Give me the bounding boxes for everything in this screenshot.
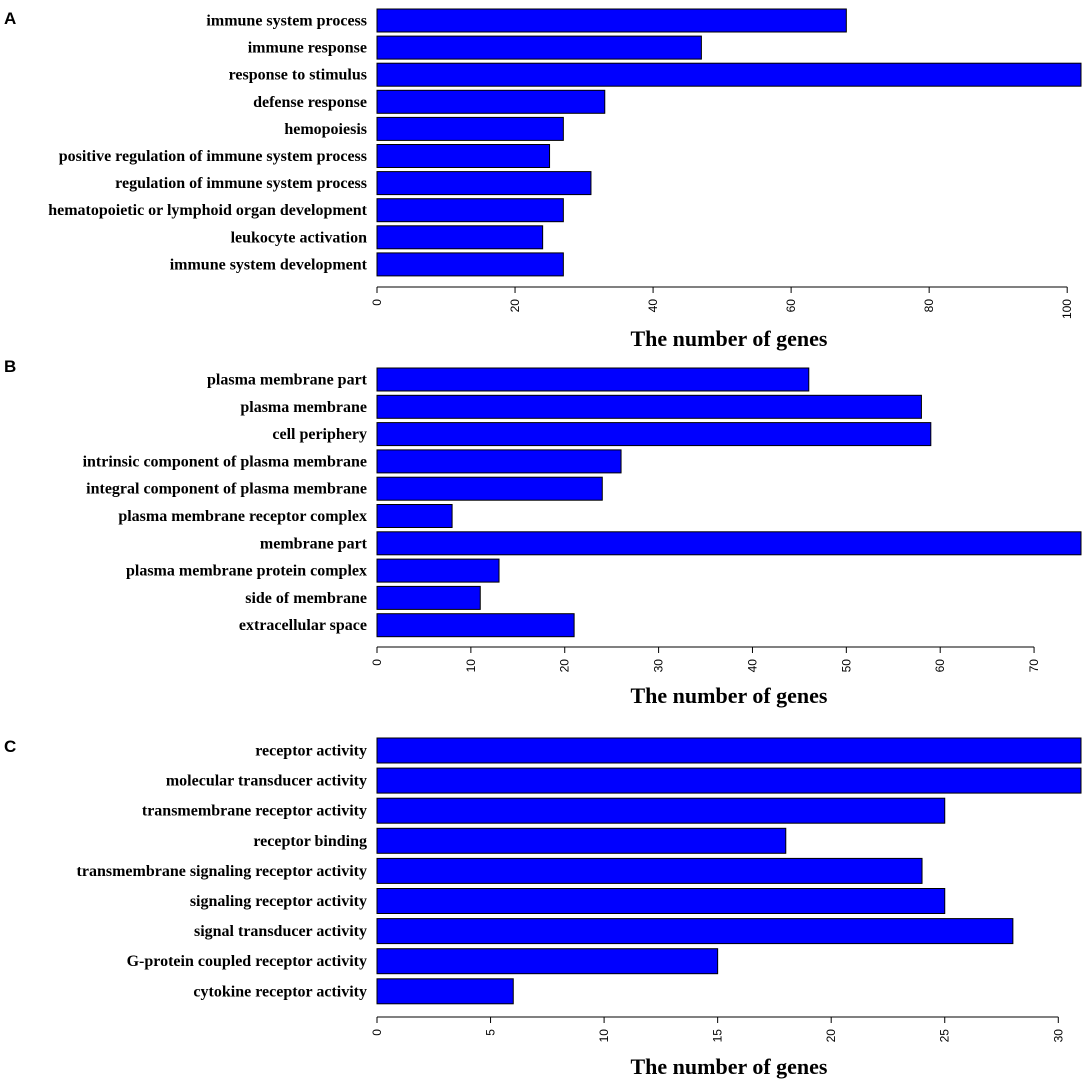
panel-c-category-label-9: cytokine receptor activity (193, 983, 367, 1000)
panel-b-x-tick-label-7: 60 (933, 659, 947, 673)
panel-b-bar-2 (376, 394, 922, 419)
panel-b-category-label-2: plasma membrane (240, 399, 367, 416)
panel-c-category-label-4: receptor binding (253, 833, 367, 850)
panel-a-bar-2 (376, 35, 702, 60)
panel-a-bar-5 (376, 116, 564, 141)
panel-c-bar-3 (376, 797, 946, 824)
panel-b-bar-10 (376, 613, 575, 638)
panel-a-category-label-6: positive regulation of immune system pro… (59, 148, 367, 165)
panel-b-bar-8 (376, 558, 500, 583)
panel-b-letter: B (4, 357, 16, 376)
panel-b-bar-3 (376, 422, 932, 447)
panel-a-category-label-4: defense response (253, 94, 367, 111)
panel-c-x-tick-label-1: 0 (370, 1029, 384, 1036)
panel-a-x-tick-label-3: 40 (646, 299, 660, 313)
panel-c-letter: C (4, 737, 16, 756)
panel-b-bar-1 (376, 367, 810, 392)
panel-c-x-tick-label-6: 25 (938, 1029, 952, 1043)
panel-b-category-label-8: plasma membrane protein complex (126, 563, 367, 580)
panel-a-letter: A (4, 9, 16, 28)
panel-a-x-tick-label-6: 100 (1060, 299, 1074, 319)
panel-c-bar-2 (376, 767, 1082, 794)
panel-c-category-label-8: G-protein coupled receptor activity (127, 953, 367, 970)
panel-c-bar-7 (376, 918, 1014, 945)
panel-c-bar-6 (376, 888, 946, 914)
panel-c-x-tick-label-2: 5 (484, 1029, 498, 1036)
panel-b-x-tick-label-5: 40 (745, 659, 759, 673)
panel-b-category-label-3: cell periphery (272, 426, 367, 443)
panel-a-x-tick-label-1: 0 (370, 299, 384, 306)
panel-a-category-label-7: regulation of immune system process (115, 175, 367, 192)
panel-b-bar-7 (376, 531, 1082, 556)
panel-a-x-tick-label-5: 80 (922, 299, 936, 313)
panel-b-x-tick-label-6: 50 (839, 659, 853, 673)
panel-b-x-tick-label-1: 0 (370, 659, 384, 666)
panel-c-category-label-2: molecular transducer activity (166, 773, 367, 790)
panel-c-category-label-1: receptor activity (255, 743, 367, 760)
panel-b-category-label-1: plasma membrane part (207, 372, 368, 389)
panel-c-category-label-5: transmembrane signaling receptor activit… (77, 863, 367, 880)
panel-b-x-tick-label-8: 70 (1027, 659, 1041, 673)
panel-b-bar-4 (376, 449, 622, 474)
panel-a-category-label-2: immune response (248, 40, 367, 57)
panel-b-bar-5 (376, 476, 603, 501)
panel-b-x-tick-label-3: 20 (558, 659, 572, 673)
panel-a-category-label-9: leukocyte activation (231, 229, 368, 246)
panel-b-category-label-6: plasma membrane receptor complex (118, 508, 367, 525)
panel-b-x-tick-label-2: 10 (464, 659, 478, 673)
panel-a-bar-3 (376, 62, 1082, 87)
panel-a-x-tick-label-2: 20 (508, 299, 522, 313)
panel-a-x-tick-label-4: 60 (784, 299, 798, 313)
panel-a-bar-6 (376, 144, 551, 168)
panel-b-bar-6 (376, 504, 453, 528)
panel-c-x-axis-title: The number of genes (631, 1054, 828, 1079)
panel-b-category-label-5: integral component of plasma membrane (86, 481, 367, 498)
panel-b-x-tick-label-4: 30 (652, 659, 666, 673)
panel-c-category-label-7: signal transducer activity (194, 923, 367, 940)
panel-c-category-label-3: transmembrane receptor activity (142, 803, 367, 820)
panel-c-x-tick-label-7: 30 (1051, 1029, 1065, 1043)
panel-b-x-axis-title: The number of genes (631, 683, 828, 708)
panel-a-bar-8 (376, 198, 564, 223)
panel-a-bar-4 (376, 89, 606, 114)
panel-b-category-label-10: extracellular space (239, 617, 367, 634)
panel-c-x-tick-label-3: 10 (597, 1029, 611, 1043)
panel-c-x-tick-label-5: 20 (824, 1029, 838, 1043)
panel-c-bar-1 (376, 737, 1082, 764)
panel-c-x-tick-label-4: 15 (711, 1029, 725, 1043)
panel-a-bar-10 (376, 252, 564, 277)
panel-a-category-label-5: hemopoiesis (284, 121, 367, 138)
panel-a-x-axis-title: The number of genes (631, 326, 828, 351)
panel-a-bar-7 (376, 171, 592, 196)
panel-c-category-label-6: signaling receptor activity (190, 893, 367, 910)
panel-c-bar-8 (376, 948, 719, 975)
panel-c-bar-5 (376, 857, 923, 884)
panel-c-bar-9 (376, 978, 514, 1005)
panel-a-bar-9 (376, 225, 544, 250)
panel-a-category-label-10: immune system development (170, 256, 368, 273)
panel-a-category-label-8: hematopoietic or lymphoid organ developm… (48, 202, 367, 219)
panel-b-category-label-7: membrane part (260, 535, 368, 552)
panel-a-category-label-1: immune system process (206, 13, 367, 30)
panel-b-bar-9 (376, 585, 481, 610)
panel-b-category-label-9: side of membrane (245, 590, 367, 607)
panel-a-category-label-3: response to stimulus (229, 67, 367, 84)
panel-c-bar-4 (376, 827, 787, 854)
panel-b-category-label-4: intrinsic component of plasma membrane (83, 453, 367, 470)
panel-a-bar-1 (376, 8, 847, 33)
